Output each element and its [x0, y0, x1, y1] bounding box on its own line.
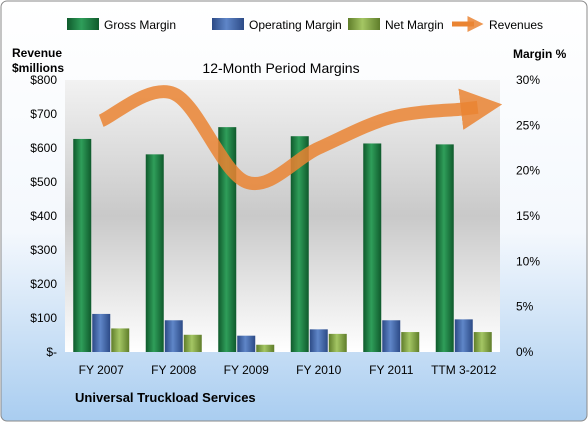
bar-operating-margin	[309, 329, 328, 352]
bar-gross-margin	[218, 127, 237, 352]
bar-net-margin	[328, 333, 347, 352]
bar-gross-margin	[435, 144, 454, 352]
right-tick-label: 10%	[516, 254, 540, 268]
legend-label-revenues: Revenues	[489, 18, 543, 32]
legend-label-gross-margin: Gross Margin	[104, 18, 176, 32]
legend-swatch-gross-margin	[67, 18, 99, 30]
right-tick-label: 5%	[516, 300, 534, 314]
left-axis-label-line1: Revenue	[12, 46, 62, 60]
x-tick-label: FY 2007	[79, 363, 124, 377]
bar-operating-margin	[164, 320, 183, 352]
legend-swatch-operating-margin	[212, 18, 244, 30]
bar-net-margin	[111, 328, 130, 352]
revenue-line-layer	[98, 85, 503, 191]
left-tick-label: $200	[30, 277, 57, 291]
right-tick-label: 30%	[516, 73, 540, 87]
x-tick-label: FY 2009	[224, 363, 269, 377]
left-axis-label-line2: $millions	[12, 61, 64, 75]
bar-operating-margin	[454, 319, 473, 352]
x-tick-label: TTM 3-2012	[431, 363, 497, 377]
x-tick-label: FY 2008	[151, 363, 196, 377]
bar-net-margin	[473, 332, 492, 352]
left-tick-label: $500	[30, 175, 57, 189]
left-tick-label: $400	[30, 209, 57, 223]
bars	[73, 127, 492, 352]
legend-swatch-net-margin	[348, 18, 380, 30]
bar-operating-margin	[237, 335, 256, 352]
x-tick-label: FY 2010	[296, 363, 341, 377]
bar-net-margin	[401, 332, 420, 352]
chart-title: 12-Month Period Margins	[202, 60, 359, 76]
left-tick-label: $600	[30, 141, 57, 155]
legend-label-net-margin: Net Margin	[385, 18, 444, 32]
left-tick-label: $300	[30, 243, 57, 257]
line-revenues	[98, 85, 503, 191]
left-tick-label: $700	[30, 107, 57, 121]
left-tick-label: $800	[30, 73, 57, 87]
x-axis-ticks: FY 2007 FY 2008 FY 2009 FY 2010 FY 2011 TTM 3…	[79, 363, 497, 377]
bar-net-margin	[256, 344, 275, 352]
bar-gross-margin	[73, 138, 92, 352]
left-tick-label: $100	[30, 311, 57, 325]
right-tick-label: 25%	[516, 118, 540, 132]
right-tick-label: 20%	[516, 164, 540, 178]
right-tick-label: 0%	[516, 345, 534, 359]
left-axis-ticks: $- $100 $200 $300 $400 $500 $600 $700 $800	[30, 73, 57, 359]
right-axis-ticks: 0% 5% 10% 15% 20% 25% 30%	[516, 73, 540, 359]
bar-net-margin	[183, 334, 202, 352]
legend-label-operating-margin: Operating Margin	[249, 18, 342, 32]
plot-area	[65, 80, 500, 352]
legend: Gross Margin Operating Margin Net Margin…	[67, 15, 543, 32]
bar-operating-margin	[92, 313, 111, 352]
bar-gross-margin	[363, 143, 382, 352]
right-axis-label: Margin %	[513, 47, 567, 61]
bar-gross-margin	[290, 136, 309, 352]
x-tick-label: FY 2011	[369, 363, 414, 377]
bar-operating-margin	[382, 320, 401, 352]
bar-gross-margin	[145, 154, 164, 352]
left-tick-label: $-	[46, 345, 57, 359]
company-name: Universal Truckload Services	[75, 390, 256, 405]
right-tick-label: 15%	[516, 209, 540, 223]
